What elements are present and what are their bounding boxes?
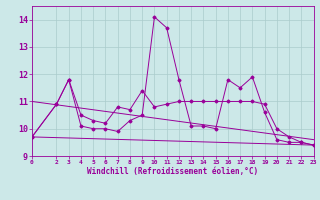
X-axis label: Windchill (Refroidissement éolien,°C): Windchill (Refroidissement éolien,°C) — [87, 167, 258, 176]
